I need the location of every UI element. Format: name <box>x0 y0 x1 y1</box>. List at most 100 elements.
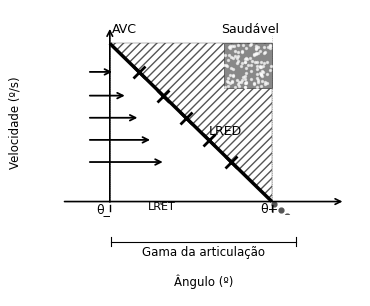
Point <box>258 71 263 76</box>
Point <box>221 62 227 67</box>
Point <box>264 60 270 65</box>
Point <box>255 50 261 55</box>
Point <box>255 78 260 83</box>
Point <box>243 79 249 84</box>
Point <box>242 80 248 85</box>
Point <box>268 46 273 50</box>
Point <box>236 43 242 47</box>
Point <box>242 76 248 81</box>
Point <box>232 48 238 53</box>
Point <box>236 84 242 88</box>
Point <box>251 53 257 58</box>
Point <box>229 44 235 49</box>
Point <box>231 44 237 49</box>
Point <box>227 73 233 78</box>
Point <box>235 59 241 64</box>
Point <box>265 72 270 77</box>
Point <box>232 53 238 58</box>
Point <box>327 256 333 261</box>
Point <box>255 44 261 49</box>
Point <box>228 66 234 71</box>
Point <box>242 74 248 79</box>
Point <box>222 52 228 57</box>
Point <box>253 51 259 56</box>
Point <box>258 59 264 64</box>
Point <box>265 44 271 49</box>
Text: θ_: θ_ <box>97 203 110 216</box>
Point <box>225 57 231 62</box>
Point <box>232 84 238 89</box>
Point <box>242 59 248 64</box>
Point <box>258 83 264 88</box>
Point <box>228 54 234 59</box>
Point <box>224 64 230 69</box>
Point <box>245 63 251 68</box>
Point <box>254 67 260 72</box>
Point <box>321 250 327 255</box>
Point <box>248 62 254 67</box>
Point <box>233 56 239 61</box>
Point <box>290 220 296 225</box>
Point <box>251 82 257 87</box>
Point <box>248 43 253 48</box>
Point <box>226 52 232 57</box>
Point <box>259 74 265 79</box>
Text: Gama da articulação: Gama da articulação <box>142 246 265 259</box>
Point <box>222 85 228 90</box>
Point <box>260 70 266 75</box>
Text: Velocidade (º/s): Velocidade (º/s) <box>8 76 21 169</box>
Point <box>223 62 229 67</box>
Point <box>254 84 260 89</box>
Point <box>238 64 244 69</box>
Point <box>259 79 265 84</box>
Text: AVC: AVC <box>112 23 137 35</box>
Point <box>225 84 231 88</box>
Point <box>251 51 257 56</box>
Point <box>261 61 267 65</box>
Point <box>259 69 265 74</box>
Text: θ+: θ+ <box>260 203 279 216</box>
Point <box>243 66 249 71</box>
Point <box>229 79 235 84</box>
Point <box>225 75 231 80</box>
Point <box>243 80 249 85</box>
Point <box>243 71 249 76</box>
Point <box>239 49 245 54</box>
Point <box>253 51 259 56</box>
Point <box>253 47 259 51</box>
Point <box>262 81 268 86</box>
Point <box>255 64 260 69</box>
Point <box>315 244 321 249</box>
Point <box>242 84 248 89</box>
Point <box>256 80 262 84</box>
Point <box>229 80 235 85</box>
Point <box>257 64 263 69</box>
Point <box>239 78 245 83</box>
Point <box>236 79 242 84</box>
Point <box>272 202 278 207</box>
Point <box>252 60 258 65</box>
Polygon shape <box>110 43 272 202</box>
Point <box>260 63 266 68</box>
Point <box>238 80 244 84</box>
Point <box>268 43 273 48</box>
Point <box>268 44 273 49</box>
Point <box>235 50 241 54</box>
Point <box>227 81 233 86</box>
Point <box>249 59 255 64</box>
Point <box>262 80 268 85</box>
Point <box>302 232 308 237</box>
Point <box>239 61 245 66</box>
Point <box>240 42 246 47</box>
Point <box>251 80 257 85</box>
Point <box>259 72 265 76</box>
Point <box>230 73 236 78</box>
Point <box>234 61 240 65</box>
Point <box>242 84 248 89</box>
Point <box>248 56 253 61</box>
Text: LRET: LRET <box>148 202 175 212</box>
Point <box>226 44 232 49</box>
Point <box>261 45 267 50</box>
Y-axis label: Velocidade (º/s): Velocidade (º/s) <box>11 73 24 166</box>
Point <box>257 65 263 69</box>
